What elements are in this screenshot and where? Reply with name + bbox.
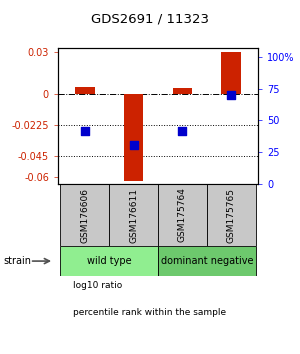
Point xyxy=(82,128,87,133)
Text: strain: strain xyxy=(3,256,31,266)
Point xyxy=(229,92,234,98)
Text: GSM175764: GSM175764 xyxy=(178,188,187,242)
Text: wild type: wild type xyxy=(87,256,131,266)
Text: GSM175765: GSM175765 xyxy=(227,188,236,242)
Bar xyxy=(172,88,192,94)
Point xyxy=(180,128,185,133)
Text: percentile rank within the sample: percentile rank within the sample xyxy=(73,308,226,317)
Text: GSM176611: GSM176611 xyxy=(129,188,138,242)
Bar xyxy=(60,184,109,246)
Bar xyxy=(221,52,241,94)
Bar xyxy=(207,184,256,246)
Bar xyxy=(124,94,143,181)
Text: dominant negative: dominant negative xyxy=(160,256,253,266)
Bar xyxy=(75,87,94,94)
Bar xyxy=(60,246,158,276)
Bar xyxy=(158,246,256,276)
Text: log10 ratio: log10 ratio xyxy=(73,281,122,290)
Point xyxy=(131,142,136,147)
Text: GSM176606: GSM176606 xyxy=(80,188,89,242)
Text: GDS2691 / 11323: GDS2691 / 11323 xyxy=(91,12,209,25)
Bar xyxy=(109,184,158,246)
Bar xyxy=(158,184,207,246)
